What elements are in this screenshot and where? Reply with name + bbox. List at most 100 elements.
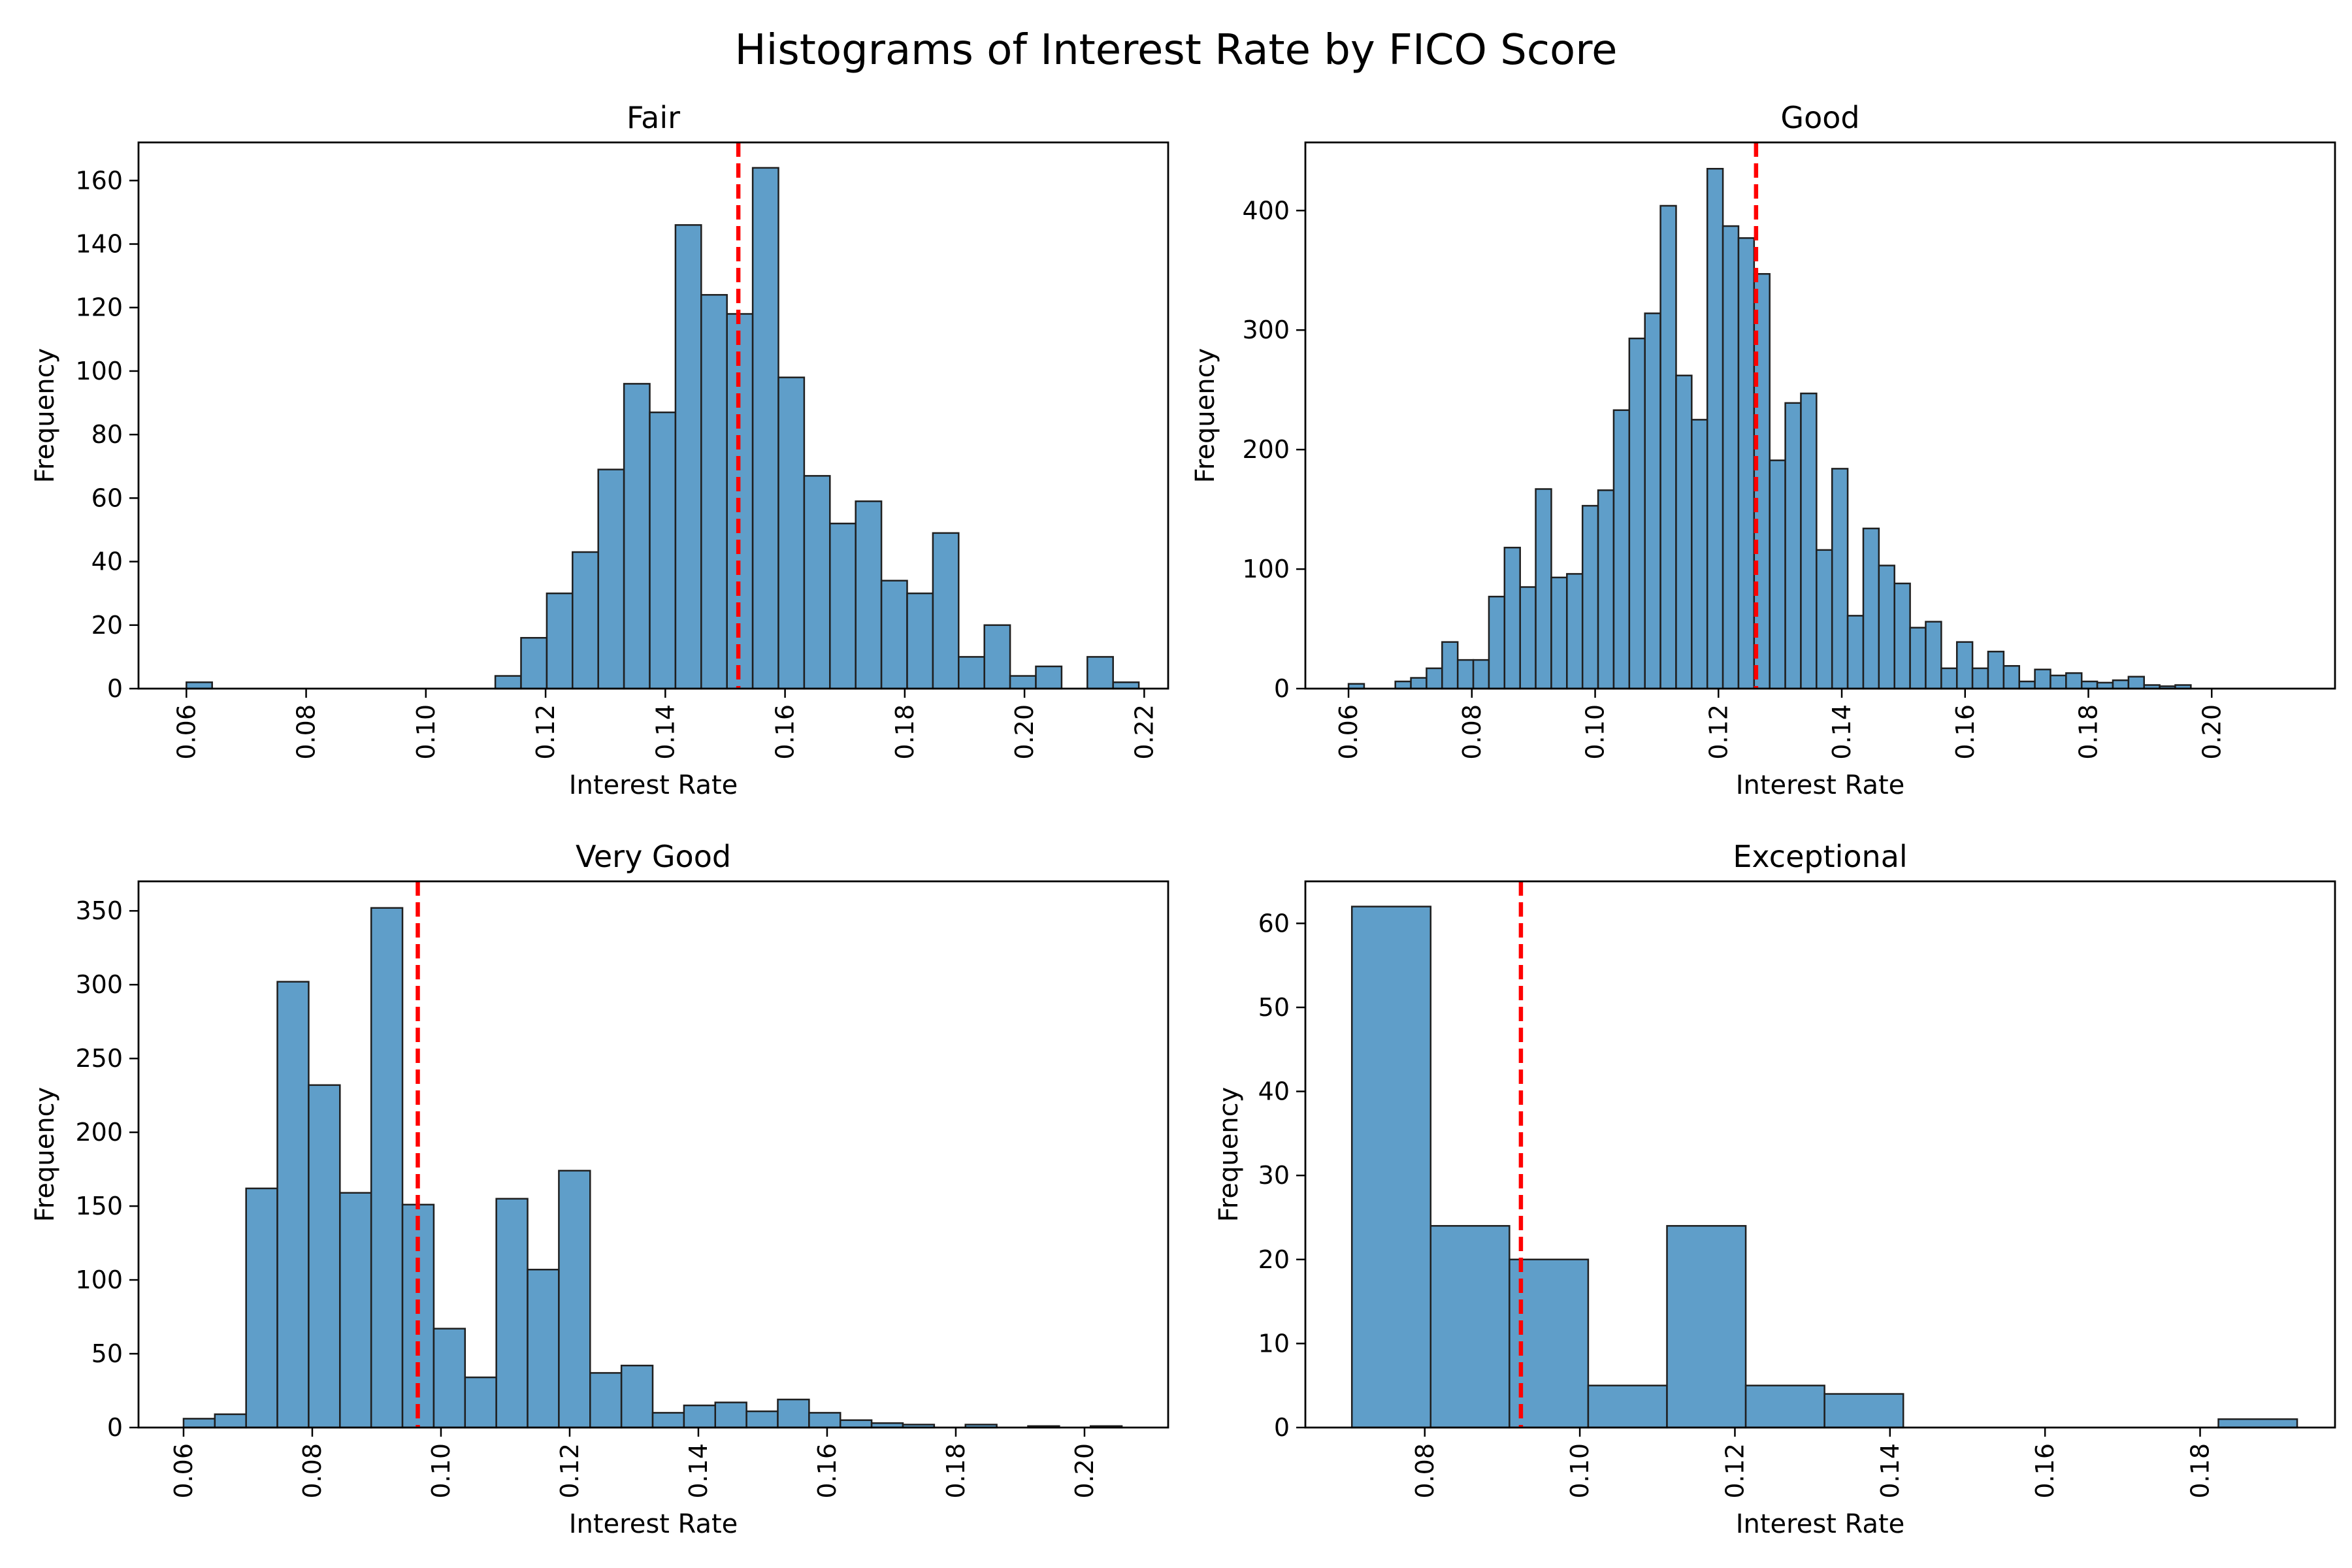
y-tick-label: 400: [1242, 196, 1290, 225]
histogram-bar: [1940, 667, 1958, 690]
x-tick-label: 0.16: [813, 1443, 841, 1499]
histogram-bar: [1987, 651, 2005, 690]
histogram-bar: [1581, 504, 1599, 690]
histogram-bar: [808, 1412, 841, 1429]
x-axis-label: Interest Rate: [569, 1509, 738, 1539]
histogram-bar: [520, 636, 548, 690]
histogram-bar: [1009, 675, 1037, 690]
figure-title: Histograms of Interest Rate by FICO Scor…: [735, 26, 1618, 74]
histogram-bar: [674, 224, 702, 690]
panel-title: Exceptional: [1733, 839, 1907, 874]
x-tick-label: 0.12: [555, 1443, 584, 1499]
histogram-bar: [1846, 615, 1865, 690]
y-tick-label: 50: [91, 1339, 123, 1368]
histogram-bar: [370, 907, 404, 1429]
histogram-bar: [1955, 641, 1974, 690]
histogram-bar: [2080, 680, 2099, 690]
histogram-bar: [683, 1404, 717, 1429]
y-tick-label: 300: [75, 970, 123, 999]
histogram-bar: [1410, 677, 1428, 690]
x-tick-label: 0.08: [1411, 1443, 1439, 1499]
y-axis-label: Frequency: [30, 348, 60, 483]
y-tick-label: 40: [91, 547, 123, 576]
y-tick-label: 160: [75, 166, 123, 195]
x-tick-label: 0.18: [941, 1443, 970, 1499]
x-tick-label: 0.10: [1581, 704, 1610, 760]
histogram-bar: [880, 580, 908, 690]
y-tick-label: 200: [75, 1118, 123, 1147]
y-tick-label: 0: [1274, 674, 1290, 703]
histogram-bar: [1691, 419, 1708, 690]
histogram-bar: [839, 1419, 873, 1429]
histogram-bar: [2034, 668, 2051, 690]
histogram-bar: [623, 383, 651, 690]
histogram-bar: [245, 1187, 278, 1429]
histogram-bar: [714, 1401, 747, 1429]
panel-very-good: Very Good Interest Rate Frequency 0.06 0.…: [30, 839, 1169, 1539]
x-axis-label: Interest Rate: [569, 770, 738, 800]
y-tick-label: 0: [1274, 1413, 1290, 1442]
histogram-bar: [527, 1268, 560, 1429]
y-tick-label: 20: [91, 611, 123, 640]
panel-title: Fair: [627, 100, 680, 135]
y-tick-label: 0: [107, 1413, 123, 1442]
y-tick-label: 350: [75, 896, 123, 925]
x-tick-label: 0.10: [1565, 1443, 1594, 1499]
x-tick-label: 0.06: [169, 1443, 198, 1499]
histogram-bar: [1535, 488, 1552, 690]
y-tick-label: 60: [1258, 909, 1290, 938]
histogram-bar: [1597, 489, 1615, 690]
histogram-bar: [1112, 681, 1140, 690]
x-tick-label: 0.12: [531, 704, 560, 760]
panel-title: Very Good: [576, 839, 731, 874]
y-tick-label: 300: [1242, 316, 1290, 344]
axes-frame: [137, 141, 1169, 690]
histogram-bar: [1893, 582, 1911, 690]
y-tick-label: 80: [91, 420, 123, 449]
y-tick-label: 100: [75, 1266, 123, 1294]
y-axis-label: Frequency: [30, 1087, 60, 1222]
y-tick-label: 10: [1258, 1329, 1290, 1358]
histogram-bar: [1706, 168, 1724, 690]
axes-frame: [1304, 141, 2336, 690]
y-tick-label: 200: [1242, 435, 1290, 464]
histogram-bar: [339, 1192, 372, 1429]
histogram-bar: [1566, 573, 1584, 690]
histogram-bar: [494, 675, 522, 690]
histogram-bar: [572, 551, 599, 690]
x-tick-label: 0.16: [1951, 704, 1980, 760]
x-tick-label: 0.08: [292, 704, 321, 760]
histogram-bar: [1737, 237, 1756, 690]
histogram-bar: [777, 1398, 810, 1429]
y-tick-label: 60: [91, 483, 123, 512]
y-tick-label: 100: [1242, 555, 1290, 583]
histogram-bar: [308, 1084, 341, 1429]
y-tick-label: 50: [1258, 993, 1290, 1022]
histogram-bar: [958, 656, 985, 690]
x-tick-label: 0.18: [2186, 1443, 2215, 1499]
histogram-bar: [182, 1418, 216, 1429]
histogram-bar: [1612, 409, 1631, 690]
x-tick-label: 0.22: [1130, 704, 1158, 760]
histogram-bar: [1722, 225, 1740, 690]
x-tick-label: 0.20: [2197, 704, 2226, 760]
histogram-bar: [1971, 667, 1989, 690]
histogram-bar: [1666, 1225, 1747, 1429]
histogram-bar: [983, 624, 1011, 690]
x-tick-label: 0.10: [427, 1443, 455, 1499]
histogram-bar: [2018, 680, 2036, 690]
histogram-bar: [777, 376, 806, 690]
axes-frame: [1304, 880, 2336, 1429]
y-tick-label: 40: [1258, 1077, 1290, 1106]
histogram-bar: [2002, 664, 2020, 690]
y-tick-label: 100: [75, 357, 123, 385]
histogram-bar: [649, 411, 677, 690]
histogram-bar: [1086, 656, 1114, 690]
x-tick-label: 0.14: [1876, 1443, 1904, 1499]
histogram-bar: [2065, 672, 2083, 690]
histogram-bar: [1519, 586, 1537, 690]
histogram-bar: [855, 500, 883, 690]
histogram-bar: [2050, 674, 2067, 690]
histogram-bar: [186, 681, 213, 690]
histogram-bar: [906, 592, 934, 690]
